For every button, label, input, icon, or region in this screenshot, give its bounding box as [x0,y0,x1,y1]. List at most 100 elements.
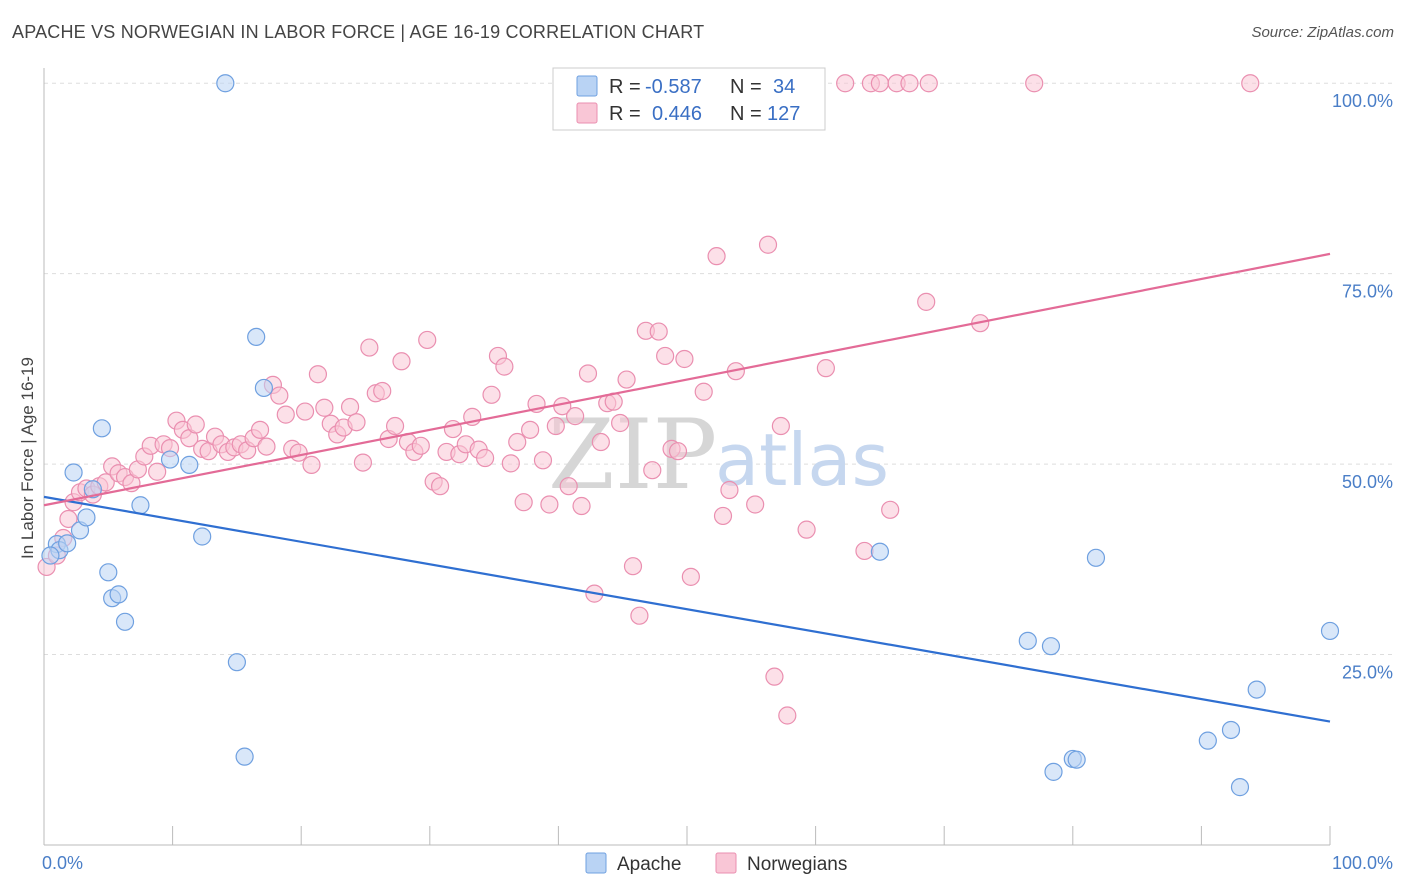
norwegian-point [411,436,430,455]
apache-point [1221,720,1241,740]
apache-point [1247,680,1266,699]
norwegian-point [508,432,527,452]
norwegian-point [418,330,437,350]
norwegian-point [720,480,739,500]
apache-point [83,480,102,499]
norwegian-point [778,706,797,725]
norwegian-point [578,364,598,383]
norwegian-point [148,462,167,481]
apache-point [58,534,77,553]
norwegian-point [649,322,668,341]
legend-r-value-norwegians: 0.446 [652,103,702,125]
y-tick-label: 50.0% [1342,472,1393,492]
apache-point [1067,750,1086,769]
norwegian-point [1025,74,1044,93]
norwegian-point [675,349,694,369]
norwegian-point [495,357,514,376]
norwegian-point [308,365,328,384]
norwegian-point [707,247,726,266]
bottom-legend-swatch-norwegians [715,852,737,874]
y-tick-label: 75.0% [1342,282,1393,302]
apache-point [254,378,274,398]
norwegian-point [643,461,662,480]
norwegian-point [630,606,649,625]
grid-lines [44,82,1395,656]
chart-source: Source: ZipAtlas.com [1251,24,1394,41]
legend-n-value-apache: 34 [773,76,795,98]
apache-point [1086,548,1106,567]
apache-point [131,496,150,515]
norwegian-point [482,385,501,404]
legend-swatch-norwegians [576,102,598,124]
norwegian-point [533,451,553,470]
legend-n-label-norwegians: N = [730,103,762,125]
legend-n-value-norwegians: 127 [767,103,800,125]
series-legend: Apache Norwegians [585,852,847,875]
norwegian-point [900,74,919,93]
norwegian-point [347,413,366,432]
chart-title: APACHE VS NORWEGIAN IN LABOR FORCE | AGE… [12,22,705,42]
norwegian-point [353,453,373,472]
norwegian-point [559,477,578,496]
apache-point [180,455,199,474]
norwegian-point [855,541,874,561]
apache-point [64,463,83,482]
norwegian-point [694,382,713,401]
norwegian-point [475,448,495,468]
norwegian-point [521,420,540,439]
trend-lines [43,252,1331,723]
bottom-legend-swatch-apache [585,852,607,874]
norwegian-point [501,454,520,473]
legend-r-label-apache: R = [609,76,641,98]
legend-box [552,67,826,131]
norwegian-point [257,437,276,456]
norwegian-point [656,346,675,366]
norwegian-point [713,506,733,526]
apache-trend-line [43,495,1331,723]
norwegian-point [870,74,890,93]
legend-n-label-apache: N = [730,76,762,98]
norwegian-point [514,493,533,512]
norwegian-point [250,420,270,439]
norwegian-point [765,667,784,686]
x-tick-labels: 0.0% 100.0% [42,853,1393,873]
apache-point [109,585,128,604]
apache-point [235,747,254,766]
legend-r-label-norwegians: R = [609,103,641,125]
watermark-atlas: atlas [715,418,889,502]
norwegian-point [430,477,450,496]
norwegian-point [392,352,411,371]
x-tick-label: 100.0% [1332,853,1393,873]
watermark: ZIP atlas [548,399,889,511]
norwegian-point [540,495,559,514]
norwegian-point [623,557,643,576]
apache-point [1230,778,1250,797]
apache-point [1044,762,1063,781]
norwegian-point [340,397,360,417]
correlation-legend: R = -0.587 N = 34 R = 0.446 N = 127 [552,67,826,131]
y-tick-label: 25.0% [1342,663,1393,683]
apache-point [1018,631,1037,650]
apache-point [1320,621,1340,641]
apache-point [77,508,96,527]
apache-point [115,612,135,631]
apache-point [216,74,235,93]
norwegian-point [591,432,610,452]
norwegian-point [681,567,700,586]
norwegian-point [1241,74,1260,93]
legend-swatch-apache [576,75,598,97]
norwegian-point [186,415,205,434]
x-axis-ticks [172,826,1331,845]
norwegian-point [836,74,855,93]
norwegian-trend-line [43,252,1331,507]
y-tick-label: 100.0% [1332,91,1393,111]
norwegian-point [360,338,379,357]
norwegian-point [566,407,585,426]
apache-point [1041,637,1061,656]
bottom-legend-label-norwegians: Norwegians [747,854,847,875]
norwegian-point [771,416,790,436]
norwegian-point [385,416,405,436]
bottom-legend-label-apache: Apache [617,854,681,875]
apache-point [41,546,60,565]
